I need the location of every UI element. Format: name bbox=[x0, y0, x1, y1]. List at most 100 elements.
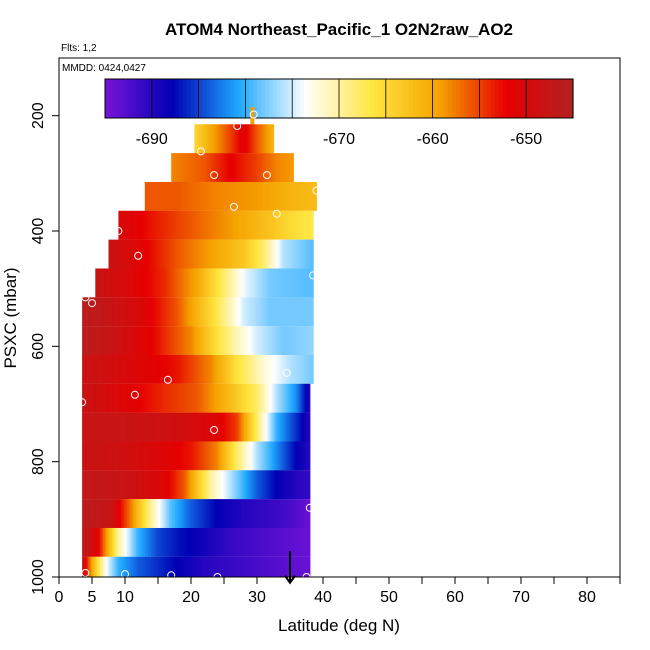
heatmap-cell bbox=[194, 527, 197, 557]
heatmap-cell bbox=[108, 239, 111, 269]
heatmap-cell bbox=[124, 412, 127, 442]
heatmap-cell bbox=[239, 412, 242, 442]
heatmap-cell bbox=[232, 354, 235, 384]
heatmap-cell bbox=[101, 556, 104, 577]
heatmap-cell bbox=[201, 268, 205, 298]
heatmap-cell bbox=[223, 210, 226, 240]
heatmap-cell bbox=[242, 556, 245, 577]
heatmap-cell bbox=[218, 210, 221, 240]
heatmap-cell bbox=[193, 210, 196, 240]
heatmap-cell bbox=[227, 527, 230, 557]
heatmap-cell bbox=[273, 470, 276, 500]
heatmap-cell bbox=[266, 354, 269, 384]
heatmap-cell bbox=[302, 441, 305, 471]
heatmap-cell bbox=[236, 556, 239, 577]
heatmap-cell bbox=[234, 412, 237, 442]
heatmap-cell bbox=[264, 383, 267, 413]
heatmap-cell bbox=[250, 268, 253, 298]
heatmap-cell bbox=[198, 383, 202, 413]
heatmap-cell bbox=[170, 383, 173, 413]
sample-marker bbox=[78, 398, 87, 407]
heatmap-cell bbox=[159, 470, 163, 500]
heatmap-cell bbox=[212, 499, 215, 528]
heatmap-cell bbox=[86, 527, 89, 557]
heatmap-cell bbox=[284, 153, 287, 182]
heatmap-cell bbox=[213, 556, 217, 577]
heatmap-cell bbox=[193, 297, 196, 327]
colorbar-swatch bbox=[463, 79, 469, 118]
heatmap-cell bbox=[208, 326, 211, 355]
heatmap-cell bbox=[154, 297, 157, 327]
heatmap-cell bbox=[183, 239, 186, 269]
heatmap-cell bbox=[141, 268, 144, 298]
heatmap-cell bbox=[204, 412, 208, 442]
heatmap-cell bbox=[142, 210, 145, 240]
heatmap-cell bbox=[86, 354, 89, 384]
heatmap-cell bbox=[284, 527, 287, 557]
heatmap-cell bbox=[231, 124, 234, 154]
heatmap-cell bbox=[270, 239, 274, 269]
heatmap-cell bbox=[302, 470, 305, 500]
heatmap-cell bbox=[101, 326, 104, 355]
heatmap-cell bbox=[104, 441, 107, 471]
heatmap-cell bbox=[197, 268, 200, 298]
heatmap-cell bbox=[195, 124, 198, 154]
heatmap-cell bbox=[91, 470, 94, 500]
heatmap-cell bbox=[284, 181, 287, 211]
heatmap-cell bbox=[218, 239, 221, 269]
heatmap-cell bbox=[110, 499, 113, 528]
heatmap-cell bbox=[165, 268, 168, 298]
heatmap-cell bbox=[261, 556, 264, 577]
colorbar-swatch bbox=[280, 79, 285, 118]
heatmap-cell bbox=[152, 556, 155, 577]
heatmap-cell bbox=[125, 527, 128, 557]
heatmap-cell bbox=[299, 297, 302, 327]
colorbar-swatch bbox=[264, 79, 270, 118]
heatmap-cell bbox=[200, 441, 203, 471]
heatmap-cell bbox=[310, 239, 313, 269]
heatmap-cell bbox=[281, 354, 284, 384]
heatmap-cell bbox=[122, 441, 125, 471]
heatmap-cell bbox=[269, 383, 272, 413]
heatmap-cell bbox=[88, 354, 91, 384]
heatmap-cell bbox=[238, 297, 241, 327]
heatmap-cell bbox=[230, 354, 233, 384]
heatmap-cell bbox=[297, 556, 300, 577]
heatmap-cell bbox=[186, 153, 189, 182]
heatmap-cell bbox=[97, 556, 100, 577]
heatmap-cell bbox=[197, 441, 200, 471]
heatmap-cell bbox=[103, 470, 106, 500]
heatmap-cell bbox=[290, 181, 293, 211]
heatmap-cell bbox=[263, 354, 266, 384]
heatmap-cell bbox=[261, 412, 264, 442]
heatmap-cell bbox=[257, 124, 260, 154]
heatmap-cell bbox=[212, 354, 215, 384]
heatmap-cell bbox=[305, 412, 308, 442]
heatmap-cell bbox=[85, 527, 88, 557]
heatmap-cell bbox=[201, 499, 205, 528]
heatmap-cell bbox=[293, 210, 296, 240]
heatmap-cell bbox=[98, 412, 101, 442]
heatmap-cell bbox=[232, 297, 235, 327]
heatmap-cell bbox=[104, 527, 107, 557]
heatmap-cell bbox=[201, 412, 205, 442]
heatmap-cell bbox=[242, 354, 245, 384]
heatmap-cell bbox=[295, 268, 298, 298]
heatmap-cell bbox=[289, 210, 292, 240]
heatmap-cell bbox=[163, 210, 166, 240]
heatmap-cell bbox=[187, 354, 190, 384]
heatmap-cell bbox=[184, 354, 187, 384]
heatmap-cell bbox=[185, 181, 188, 211]
heatmap-cell bbox=[139, 326, 142, 355]
heatmap-cell bbox=[306, 556, 309, 577]
heatmap-cell bbox=[249, 556, 252, 577]
heatmap-cell bbox=[155, 268, 158, 298]
heatmap-cell bbox=[196, 153, 199, 182]
sample-marker bbox=[213, 573, 222, 577]
heatmap-cell bbox=[255, 239, 259, 269]
sample-marker bbox=[229, 202, 238, 211]
heatmap-cell bbox=[134, 210, 137, 240]
heatmap-cell bbox=[281, 412, 284, 442]
colorbar-swatch bbox=[249, 79, 254, 118]
heatmap-cell bbox=[289, 268, 292, 298]
